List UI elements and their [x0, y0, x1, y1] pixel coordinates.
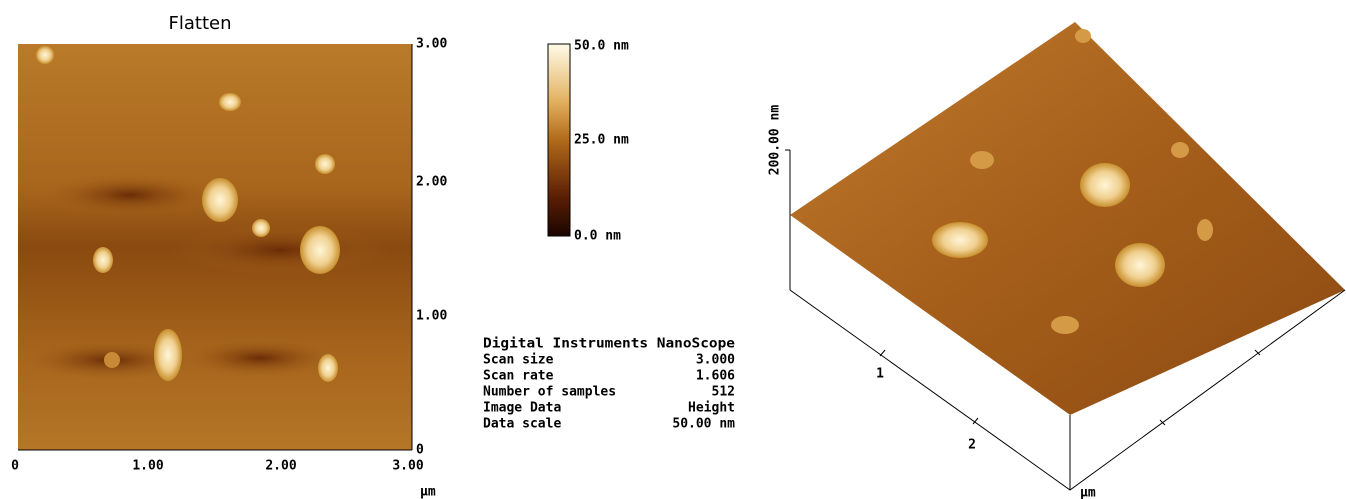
info-header: Digital Instruments NanoScope [483, 337, 735, 352]
info-key: Number of samples [483, 385, 616, 400]
x-tick-label: 2.00 [265, 459, 296, 474]
surface-tick: 1 [876, 367, 884, 382]
x-tick-label: 0 [11, 459, 19, 474]
info-value: Height [688, 401, 735, 416]
info-key: Scan size [483, 353, 554, 368]
image-title: Flatten [169, 13, 232, 34]
y-tick-label: 3.00 [416, 37, 447, 52]
info-key: Image Data [483, 401, 561, 416]
scale-label: 25.0 nm [574, 133, 629, 148]
color-bar [548, 44, 570, 236]
scale-label: 0.0 nm [574, 229, 621, 244]
info-value: 3.000 [696, 353, 735, 368]
unit-label: µm [420, 485, 436, 499]
surface-tick: 2 [968, 438, 976, 453]
z-label: 200.00 nm [768, 105, 783, 176]
surface-unit: µm [1080, 486, 1096, 499]
afm-figure: Flatten 3.00 2.00 1.00 0 0 1.00 2.00 3.00 µm 50.0… [0, 0, 1346, 499]
x-tick-label: 3.00 [392, 459, 423, 474]
info-key: Scan rate [483, 369, 554, 384]
info-value: 512 [712, 385, 735, 400]
y-tick-label: 1.00 [416, 309, 447, 324]
y-tick-label: 2.00 [416, 175, 447, 190]
height-image [18, 44, 412, 450]
info-value: 1.606 [696, 369, 735, 384]
info-key: Data scale [483, 417, 561, 432]
scale-label: 50.0 nm [574, 39, 629, 54]
info-value: 50.00 nm [672, 417, 735, 432]
surface-view [785, 22, 1345, 490]
y-tick-label: 0 [416, 443, 424, 458]
x-tick-label: 1.00 [132, 459, 163, 474]
